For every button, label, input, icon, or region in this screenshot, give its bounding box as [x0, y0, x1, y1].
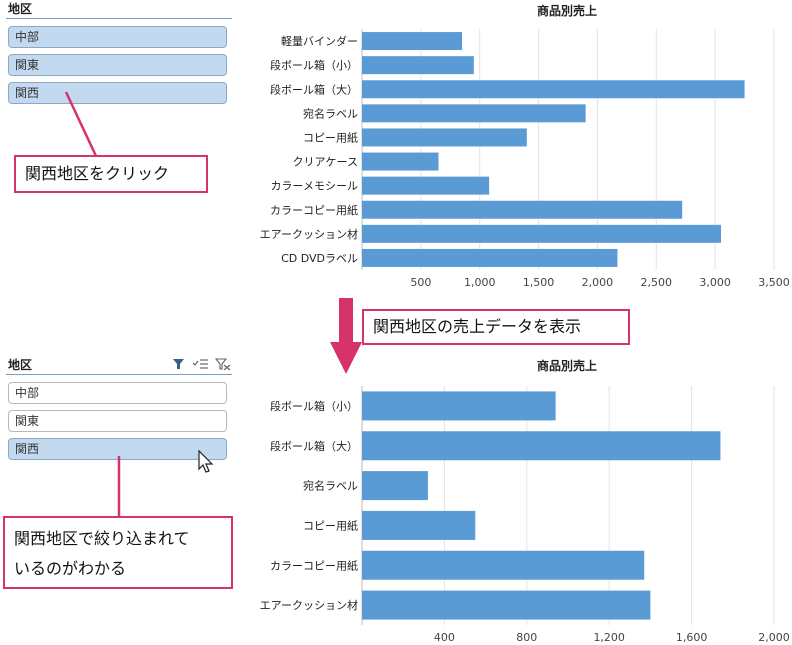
- bar[interactable]: [362, 80, 745, 99]
- middle-callout: 関西地区の売上データを表示: [362, 309, 630, 345]
- category-label: 段ボール箱（大）: [270, 439, 358, 453]
- bottom-callout-line1: 関西地区で絞り込まれて: [14, 529, 190, 548]
- grid: [443, 386, 775, 625]
- bar[interactable]: [362, 32, 463, 51]
- category-label: カラーメモシール: [270, 180, 358, 193]
- category-label: 宛名ラベル: [303, 106, 358, 120]
- bar[interactable]: [362, 200, 683, 219]
- bar[interactable]: [362, 431, 721, 461]
- category-label: 段ボール箱（大）: [270, 82, 358, 96]
- category-label: 宛名ラベル: [303, 479, 358, 493]
- bottom-callout-line2: いるのがわかる: [14, 559, 127, 578]
- clear-filter-icon[interactable]: [214, 358, 231, 371]
- bottom-slicer-toolbar: [173, 358, 231, 371]
- bottom-slicer-item-kansai[interactable]: 関西: [8, 438, 227, 460]
- bottom-slicer-item-chubu[interactable]: 中部: [8, 382, 227, 404]
- filter-icon[interactable]: [173, 359, 184, 369]
- x-tick-label: 1,500: [523, 276, 555, 289]
- x-tick-label: 2,000: [758, 631, 790, 644]
- top-slicer-item-kansai[interactable]: 関西: [8, 82, 227, 104]
- top-callout: 関西地区をクリック: [14, 155, 208, 193]
- down-arrow-icon: [330, 298, 362, 374]
- x-tick-label: 1,200: [593, 631, 625, 644]
- top-slicer-header: 地区: [6, 0, 232, 19]
- bottom-callout: 関西地区で絞り込まれて いるのがわかる: [3, 516, 233, 589]
- mouse-cursor-icon: [198, 449, 214, 473]
- category-label: コピー用紙: [303, 518, 358, 532]
- bottom-slicer-item-kanto[interactable]: 関東: [8, 410, 227, 432]
- bottom-callout-pointer: [117, 456, 121, 516]
- category-label: 段ボール箱（小）: [270, 399, 358, 413]
- top-chart-title: 商品別売上: [536, 4, 597, 18]
- x-tick-label: 2,000: [582, 276, 614, 289]
- bar[interactable]: [362, 550, 645, 580]
- bar[interactable]: [362, 176, 490, 195]
- x-tick-label: 1,600: [676, 631, 708, 644]
- bar[interactable]: [362, 590, 651, 620]
- bar[interactable]: [362, 391, 556, 421]
- x-tick-label: 2,500: [641, 276, 673, 289]
- top-slicer-item-kanto[interactable]: 関東: [8, 54, 227, 76]
- bar[interactable]: [362, 248, 618, 267]
- bottom-chart-title: 商品別売上: [536, 359, 597, 373]
- bar[interactable]: [362, 510, 476, 540]
- bar[interactable]: [362, 104, 586, 123]
- bottom-slicer-title: 地区: [8, 358, 33, 372]
- x-tick-label: 3,500: [758, 276, 790, 289]
- x-tick-label: 3,000: [699, 276, 731, 289]
- x-tick-label: 500: [410, 276, 431, 289]
- top-slicer-title: 地区: [8, 2, 33, 16]
- multi-select-icon[interactable]: [192, 359, 208, 369]
- category-label: 段ボール箱（小）: [270, 58, 358, 72]
- bottom-slicer-header: 地区: [6, 356, 232, 375]
- bar[interactable]: [362, 471, 428, 501]
- bar[interactable]: [362, 224, 722, 243]
- category-label: 軽量バインダー: [281, 34, 358, 48]
- category-label: カラーコピー用紙: [270, 203, 358, 217]
- bar[interactable]: [362, 152, 439, 171]
- x-tick-label: 1,000: [464, 276, 496, 289]
- x-tick-label: 400: [434, 631, 455, 644]
- top-chart: 500 1,000 1,500 2,000 2,500 3,000 3,500 軽量バインダー…: [260, 29, 790, 289]
- category-label: エアークッション材: [260, 598, 358, 612]
- x-tick-label: 800: [516, 631, 537, 644]
- bar[interactable]: [362, 56, 474, 75]
- bar[interactable]: [362, 128, 527, 147]
- category-label: クリアケース: [293, 156, 358, 169]
- category-label: エアークッション材: [260, 227, 358, 241]
- top-callout-pointer: [64, 91, 98, 157]
- category-label: CD DVDラベル: [281, 252, 358, 265]
- category-label: コピー用紙: [303, 130, 358, 144]
- top-slicer-item-chubu[interactable]: 中部: [8, 26, 227, 48]
- category-label: カラーコピー用紙: [270, 558, 358, 572]
